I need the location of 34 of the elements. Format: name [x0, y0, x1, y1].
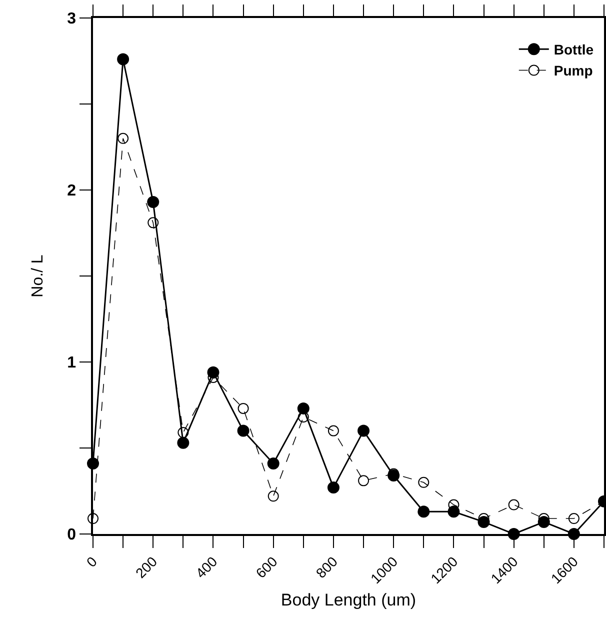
x-tick-label: 800 [312, 553, 341, 582]
y-tick-label: 2 [67, 182, 76, 200]
x-tick-label: 400 [192, 553, 220, 582]
y-tick-label: 1 [67, 354, 76, 372]
point [327, 482, 340, 494]
point [508, 499, 520, 510]
point [147, 196, 160, 208]
point [178, 427, 189, 438]
y-tick-label: 0 [67, 526, 76, 544]
point [297, 402, 310, 414]
x-axis-title: Body Length (um) [280, 590, 416, 610]
point [88, 513, 98, 524]
point [237, 424, 250, 437]
point [328, 425, 339, 436]
point [298, 412, 309, 423]
x-tick-label: 600 [252, 553, 281, 582]
x-tick-label: 200 [132, 553, 160, 582]
point [267, 457, 280, 470]
point [418, 476, 430, 488]
point [568, 513, 580, 524]
x-tick-label: 0 [83, 553, 100, 570]
point [177, 436, 190, 449]
point [268, 490, 279, 502]
point [418, 506, 430, 518]
point [117, 53, 130, 66]
point [358, 475, 370, 486]
legend-label: Pump [554, 62, 593, 79]
point [358, 424, 370, 437]
legend-label: Bottle [554, 42, 594, 58]
point [148, 217, 159, 228]
y-tick-label: 3 [67, 10, 76, 28]
point [118, 132, 129, 144]
point [238, 402, 249, 414]
y-axis-title: No./ L [30, 254, 47, 298]
